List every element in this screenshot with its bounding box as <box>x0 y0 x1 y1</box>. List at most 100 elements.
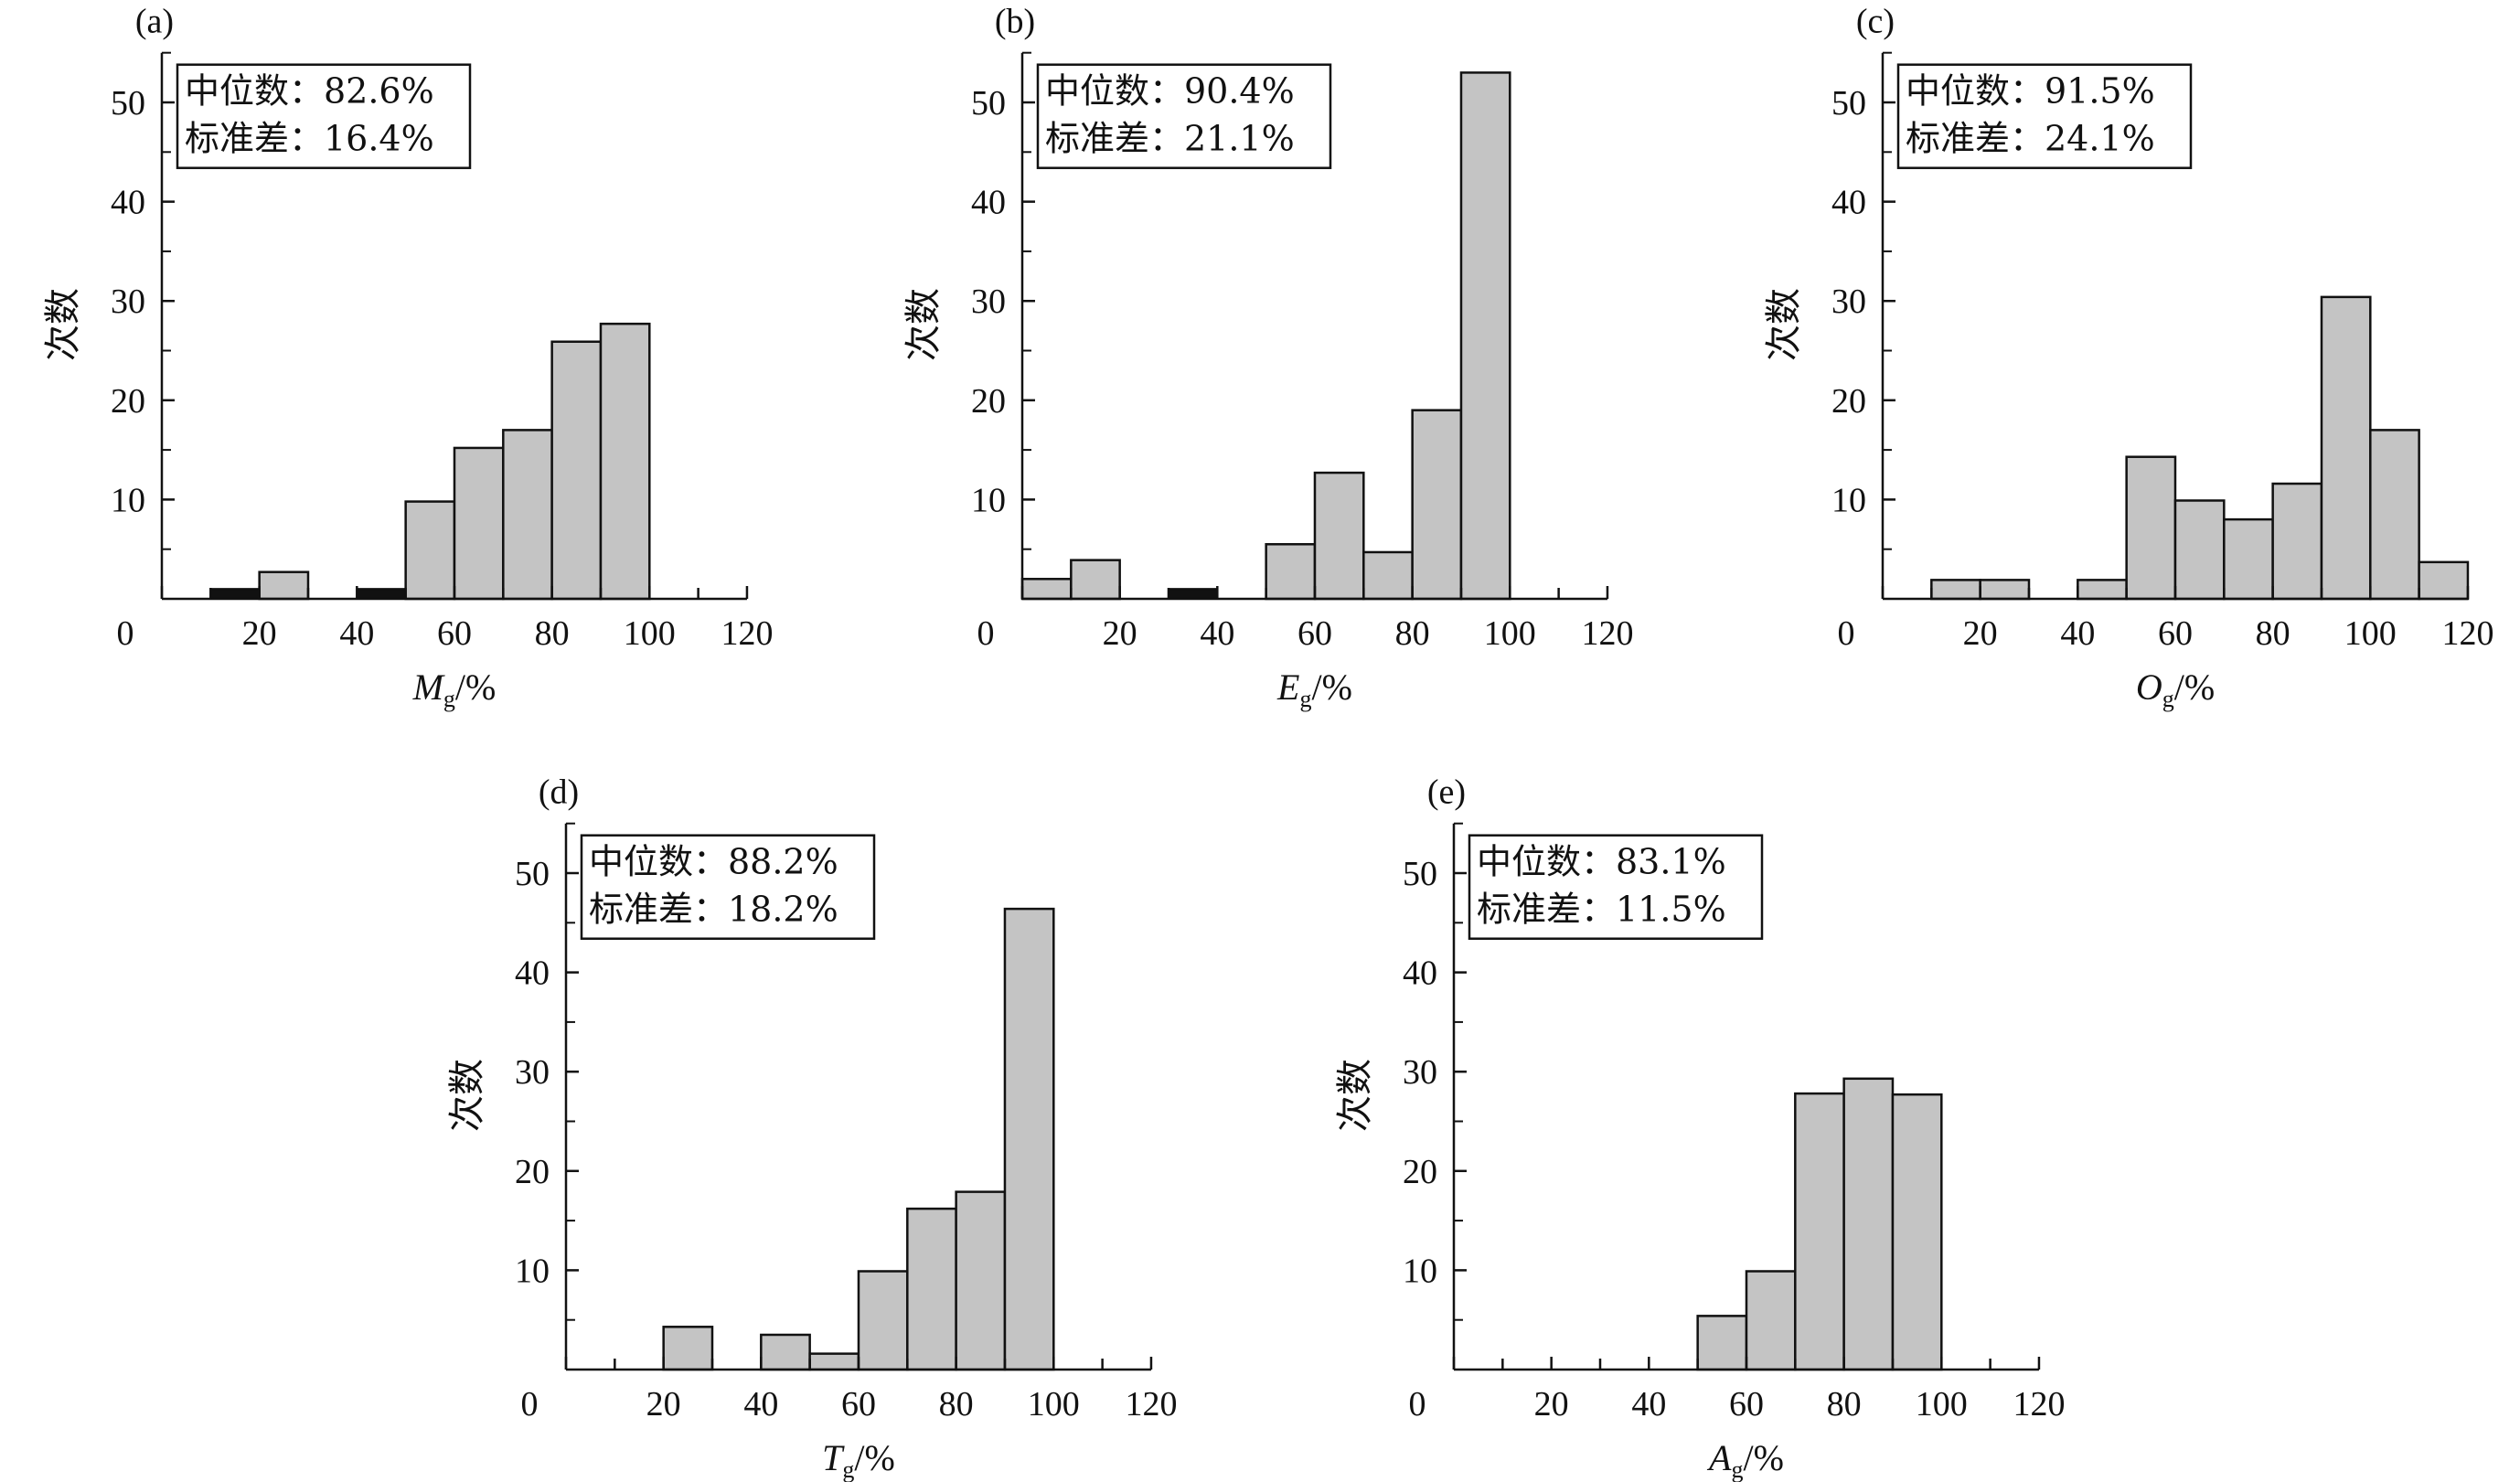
x-tick-label: 60 <box>1729 1385 1764 1423</box>
histogram-bar <box>1003 907 1055 1371</box>
x-tick-label: 100 <box>1028 1385 1080 1423</box>
median-label: 中位数：90.4% <box>1045 71 1295 112</box>
histogram-bar-black <box>1167 588 1219 601</box>
histogram-bar <box>2320 295 2372 601</box>
y-tick-label: 20 <box>971 382 1006 421</box>
histogram-bar <box>258 570 310 601</box>
x-tick-label: 40 <box>2060 614 2095 653</box>
histogram-bar <box>1313 471 1365 601</box>
y-tick-label: 40 <box>971 184 1006 222</box>
y-tick-label: 10 <box>515 1252 550 1290</box>
histogram-bar <box>662 1326 714 1371</box>
x-tick-label: 40 <box>1631 1385 1666 1423</box>
chart-panel: 0 20 40 60 80 100 120 10 20 30 40 50 次数 Og/% (c) 中位数：91… <box>1763 3 2493 712</box>
y-tick-label: 20 <box>515 1153 550 1191</box>
y-tick-label: 50 <box>515 855 550 893</box>
x-tick-label: 100 <box>624 614 676 653</box>
chart-panel: 0 20 40 60 80 100 120 10 20 30 40 50 次数 Ag/% (e) 中位数：83… <box>1334 773 2065 1482</box>
panel-label: (b) <box>995 3 1035 41</box>
histogram-bar <box>550 340 603 601</box>
y-tick-label: 50 <box>111 84 145 123</box>
x-tick-label: 120 <box>2013 1385 2065 1423</box>
stddev-label: 标准差：21.1% <box>1045 119 1295 159</box>
x-tick-label: 0 <box>521 1385 539 1423</box>
x-tick-label: 20 <box>1963 614 1998 653</box>
panel-label: (d) <box>539 773 579 812</box>
x-tick-label: 60 <box>2158 614 2193 653</box>
histogram-bar <box>2125 455 2177 601</box>
x-tick-label: 80 <box>939 1385 974 1423</box>
histogram-bar-black <box>209 588 261 601</box>
histogram-bar <box>2077 579 2128 601</box>
x-tick-label: 40 <box>339 614 374 653</box>
x-tick-label: 60 <box>437 614 472 653</box>
histogram-bar <box>1891 1093 1943 1371</box>
histogram-bar <box>1930 579 1981 601</box>
stats-box <box>1036 63 1332 169</box>
y-tick-label: 50 <box>1403 855 1437 893</box>
histogram-bar <box>502 429 553 601</box>
histogram-bar <box>1362 550 1414 601</box>
stats-box <box>1468 834 1764 940</box>
histogram-bar <box>1459 71 1511 601</box>
y-tick-label: 30 <box>515 1053 550 1092</box>
y-tick-label: 50 <box>971 84 1006 123</box>
y-tick-label: 20 <box>1831 382 1866 421</box>
stats-box <box>580 834 876 940</box>
stddev-label: 标准差：11.5% <box>1477 890 1726 930</box>
panel-label: (c) <box>1856 3 1895 41</box>
y-tick-label: 10 <box>1403 1252 1437 1290</box>
y-tick-label: 40 <box>1831 184 1866 222</box>
y-axis-label: 次数 <box>1334 1059 1376 1132</box>
y-tick-label: 40 <box>515 954 550 993</box>
x-tick-label: 0 <box>977 614 995 653</box>
histogram-bar <box>906 1207 957 1371</box>
y-tick-label: 40 <box>111 184 145 222</box>
histogram-bar <box>1070 559 1121 601</box>
x-tick-label: 120 <box>2441 614 2493 653</box>
histogram-bar <box>1265 543 1317 601</box>
histogram-bar <box>1411 409 1463 601</box>
y-tick-label: 20 <box>111 382 145 421</box>
x-tick-label: 120 <box>1581 614 1633 653</box>
histogram-bar <box>808 1352 860 1371</box>
x-tick-label: 80 <box>535 614 570 653</box>
histogram-bar <box>2418 560 2470 601</box>
histogram-bar-black <box>356 588 407 601</box>
panel-label: (e) <box>1427 773 1466 812</box>
x-tick-label: 0 <box>1409 1385 1426 1423</box>
stddev-label: 标准差：18.2% <box>589 890 838 930</box>
x-tick-label: 80 <box>2256 614 2290 653</box>
y-tick-label: 10 <box>1831 481 1866 519</box>
stddev-label: 标准差：24.1% <box>1906 119 2155 159</box>
histogram-bar <box>1979 579 2031 601</box>
histogram-bar <box>2369 429 2420 601</box>
y-axis-label: 次数 <box>1763 288 1805 361</box>
x-tick-label: 0 <box>117 614 134 653</box>
histogram-bar <box>760 1333 811 1371</box>
chart-panel: 0 20 40 60 80 100 120 10 20 30 40 50 次数 Eg/% (b) 中位数：90… <box>902 3 1633 712</box>
histogram-bar <box>1020 578 1073 601</box>
stddev-label: 标准差：16.4% <box>185 119 434 159</box>
median-label: 中位数：82.6% <box>185 71 434 112</box>
y-tick-label: 50 <box>1831 84 1866 123</box>
x-tick-label: 120 <box>1125 1385 1177 1423</box>
x-tick-label: 100 <box>1484 614 1536 653</box>
x-tick-label: 60 <box>1297 614 1332 653</box>
x-axis-label: Og/% <box>2136 666 2215 712</box>
x-tick-label: 40 <box>1200 614 1234 653</box>
y-tick-label: 30 <box>1403 1053 1437 1092</box>
chart-panel: 0 20 40 60 80 100 120 10 20 30 40 50 次数 Mg/% (a) 中位数：82… <box>42 3 773 712</box>
histogram-bar <box>404 500 456 601</box>
histogram-bar <box>2173 499 2226 601</box>
stats-box <box>1896 63 2193 169</box>
y-tick-label: 30 <box>111 283 145 321</box>
x-axis-label: Eg/% <box>1276 666 1352 712</box>
x-axis-label: Tg/% <box>822 1437 895 1482</box>
histogram-bar <box>1842 1077 1895 1371</box>
histogram-bar <box>857 1270 909 1371</box>
panel-label: (a) <box>135 3 174 41</box>
chart-panel: 0 20 40 60 80 100 120 10 20 30 40 50 次数 Tg/% (d) 中位数：88… <box>446 773 1177 1482</box>
histogram-bar <box>1745 1270 1797 1371</box>
